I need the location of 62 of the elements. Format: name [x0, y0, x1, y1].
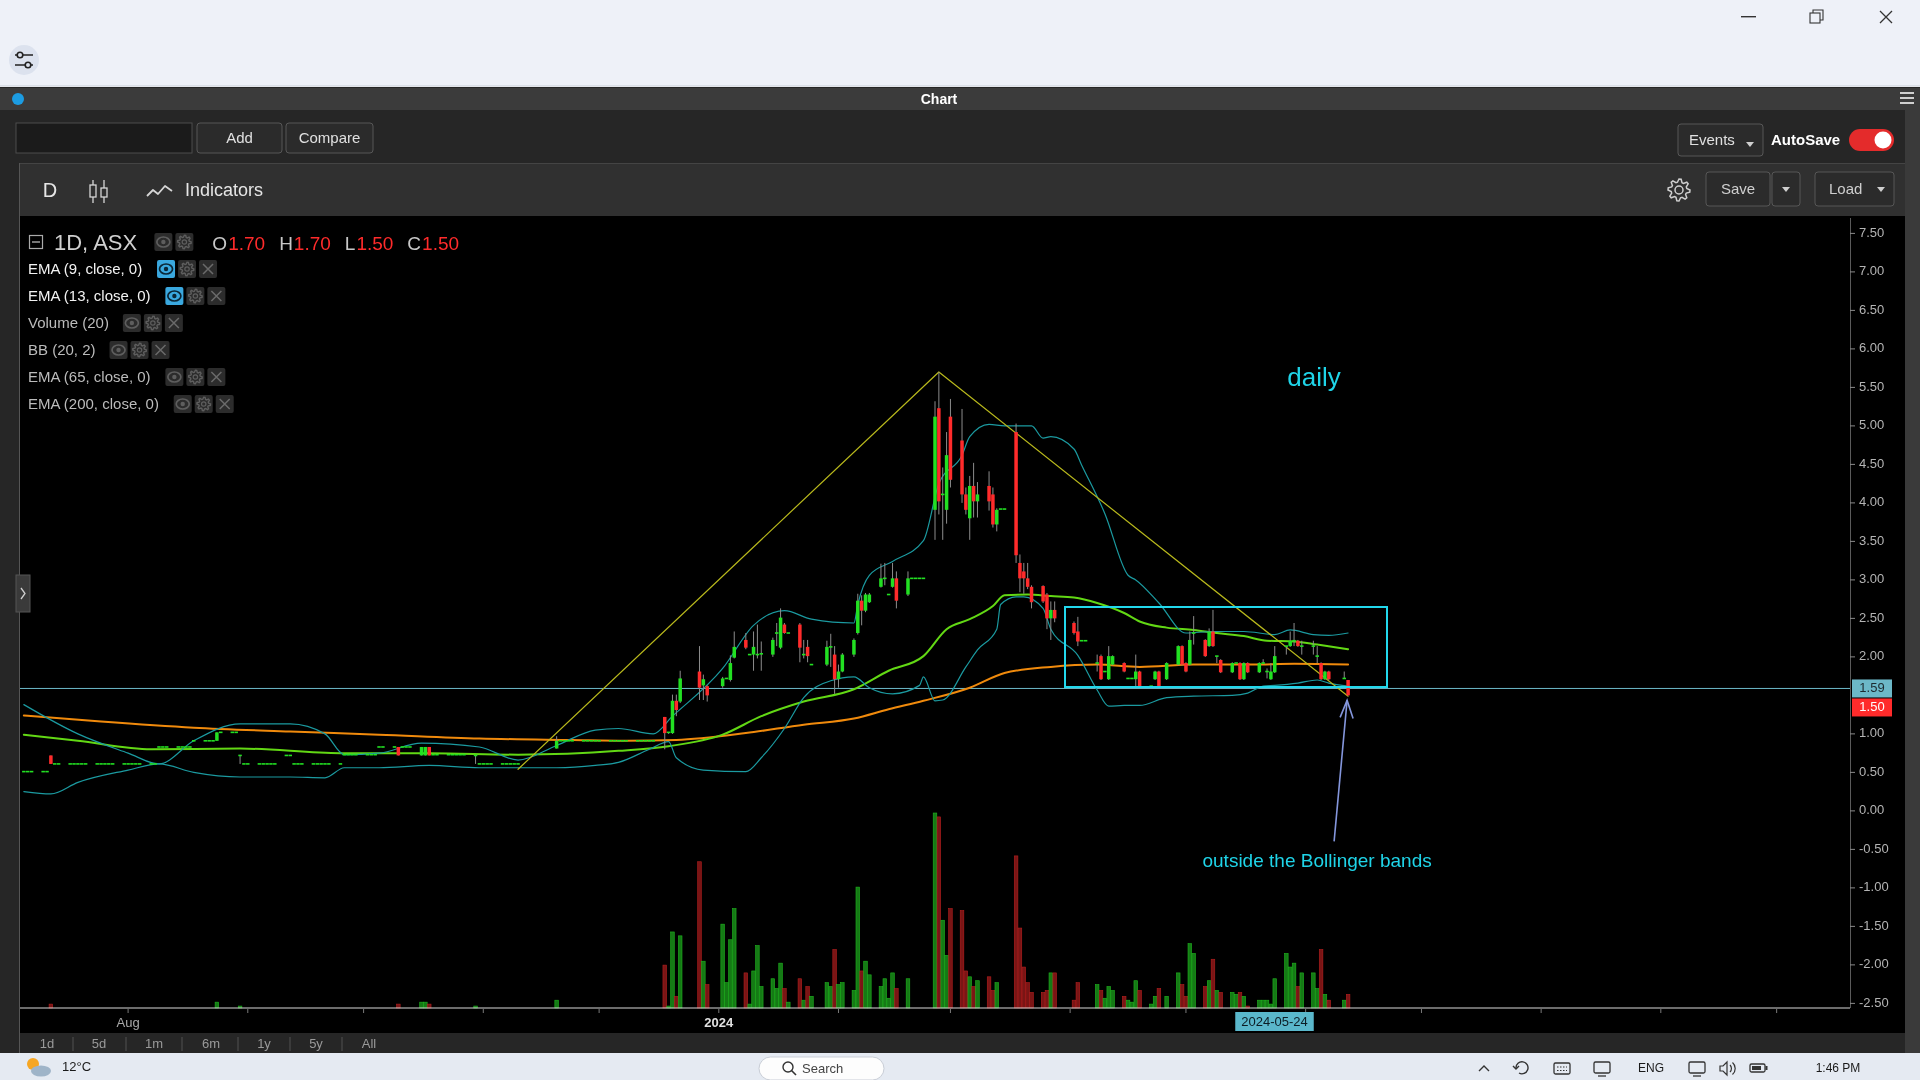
text: 2024-05-24	[1241, 1014, 1308, 1029]
annotation: daily	[1287, 362, 1341, 392]
y-tick-label: -1.00	[1859, 879, 1889, 895]
y-tick-label: 2.50	[1859, 609, 1885, 625]
text: AutoSave	[1771, 131, 1841, 148]
annotation: EMA (65, close, 0)	[28, 368, 151, 385]
text: 1m	[144, 1036, 164, 1051]
y-tick-label: 0.50	[1859, 763, 1885, 779]
text: Chart	[920, 91, 958, 107]
text: Search	[802, 1061, 844, 1076]
text: 5y	[309, 1036, 324, 1051]
text: Add	[226, 129, 253, 146]
text: 1y	[257, 1036, 272, 1051]
annotation: EMA (13, close, 0)	[28, 287, 151, 304]
annotation: 1.50	[422, 233, 460, 254]
text: Load	[1829, 180, 1863, 197]
y-tick-label: 4.00	[1859, 494, 1885, 510]
y-tick-label: 6.00	[1859, 340, 1885, 356]
annotation: EMA (200, close, 0)	[28, 395, 159, 412]
annotation: 1.70	[228, 233, 266, 254]
annotation: outside the Bollinger bands	[1202, 850, 1432, 872]
text: 6m	[201, 1036, 221, 1051]
text: 5d	[91, 1036, 107, 1051]
y-tick-label: 4.50	[1859, 455, 1885, 471]
text: Save	[1720, 180, 1756, 197]
y-tick-label: -2.00	[1859, 956, 1889, 972]
text: 12°C	[62, 1059, 92, 1074]
text: ENG	[1637, 1061, 1665, 1075]
ref-line-label: 1.59	[1859, 679, 1885, 695]
y-tick-label: 2.00	[1859, 648, 1885, 664]
y-tick-label: 0.00	[1859, 802, 1885, 818]
y-tick-label: 6.50	[1859, 301, 1885, 317]
text: Compare	[298, 129, 361, 146]
text: 1d	[39, 1036, 55, 1051]
y-tick-label: 7.00	[1859, 263, 1885, 279]
annotation: BB (20, 2)	[28, 341, 96, 358]
text: Indicators	[185, 180, 264, 200]
y-tick-label: 3.50	[1859, 532, 1885, 548]
annotation: H	[279, 233, 293, 254]
annotation: C	[407, 233, 422, 254]
x-tick-label: Aug	[116, 1015, 140, 1030]
text: 1:46 PM	[1815, 1061, 1861, 1075]
y-tick-label: -2.50	[1859, 994, 1889, 1010]
x-tick-label: 2024	[704, 1015, 735, 1030]
text: 1.50	[1859, 698, 1885, 714]
text: Events	[1689, 131, 1735, 148]
y-tick-label: 1.00	[1859, 725, 1885, 741]
y-tick-label: 5.50	[1859, 378, 1885, 394]
annotation: Volume (20)	[28, 314, 109, 331]
y-tick-label: 5.00	[1859, 417, 1885, 433]
y-tick-label: -0.50	[1859, 840, 1889, 856]
annotation: 1.50	[356, 233, 394, 254]
text: 1D, ASX	[54, 230, 138, 255]
annotation: L	[344, 233, 356, 254]
y-tick-label: -1.50	[1859, 917, 1889, 933]
annotation: EMA (9, close, 0)	[28, 260, 143, 277]
y-tick-label: 7.50	[1859, 224, 1885, 240]
annotation: O	[212, 233, 228, 254]
text: All	[361, 1036, 377, 1051]
text: D	[42, 179, 58, 201]
annotation: 1.70	[293, 233, 331, 254]
y-tick-label: 3.00	[1859, 571, 1885, 587]
